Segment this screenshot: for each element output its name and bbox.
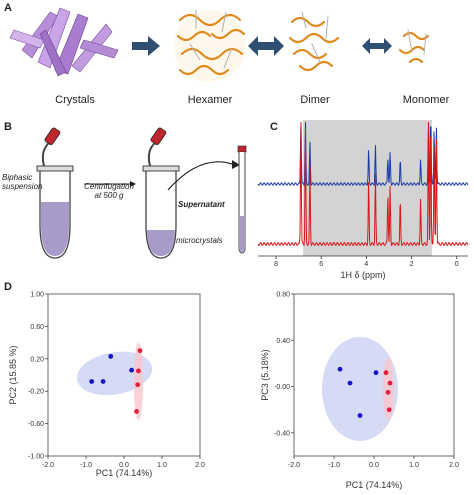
- tube-1: [36, 127, 74, 259]
- plot-area: -2.0 -1.0 0.0 1.0 2.0 0.80 0.40 -0.00 -0.40: [274, 292, 459, 470]
- y-axis-label: PC2 (15.85 %): [8, 345, 18, 404]
- y-tick-label: -0.20: [28, 389, 44, 396]
- panel-b-illustration: [36, 127, 247, 259]
- monomer-illustration: [398, 29, 430, 64]
- y-tick-label: 0.60: [30, 324, 44, 331]
- label-biphasic-suspension: Biphasic suspension: [2, 173, 43, 191]
- x-tick-label: 0.0: [119, 462, 129, 469]
- scatter-point: [108, 353, 114, 359]
- panel-letter-c: C: [270, 121, 278, 133]
- panel-letter-d: D: [4, 281, 12, 293]
- x-tick-label: 0.0: [369, 462, 379, 469]
- x-axis-label: PC1 (74.14%): [96, 468, 153, 478]
- label-centrifugation: Centrifugation at 500 g: [84, 182, 134, 200]
- scatter-point: [387, 380, 393, 386]
- double-arrow-icon: [248, 36, 284, 56]
- x-tick-label: 1.0: [409, 462, 419, 469]
- scatter-point: [129, 367, 134, 373]
- y-axis-label: PC3 (5.18%): [260, 349, 270, 401]
- red-confidence-ellipse: [133, 342, 143, 421]
- nmr-series-blue: [257, 121, 469, 187]
- dimer-illustration: [288, 11, 340, 72]
- scatter-point: [137, 348, 143, 354]
- y-tick-label: -0.00: [274, 384, 290, 391]
- x-axis-ticks: 8 6 4 2 0: [274, 256, 459, 268]
- scatter-point: [337, 366, 343, 372]
- scatter-point: [373, 370, 379, 376]
- label-monomer: Monomer: [402, 94, 450, 106]
- x-tick-label: -1.0: [328, 462, 340, 469]
- label-supernatant: Supernatant: [178, 200, 225, 209]
- x-axis-label: PC1 (74.14%): [346, 480, 403, 490]
- panel-a-illustration: [9, 7, 430, 82]
- panel-letter-b: B: [4, 121, 12, 133]
- crystals-illustration: [9, 7, 119, 77]
- y-tick-label: 0.20: [30, 356, 44, 363]
- blue-confidence-ellipse: [322, 336, 398, 441]
- x-tick-label: 2.0: [449, 462, 459, 469]
- nmr-tube: [237, 145, 247, 254]
- axis-ticks: -2.0 -1.0 0.0 1.0 2.0 1.00 0.60 0.20 -0.20 -0.60 -…: [28, 292, 205, 470]
- label-dimer: Dimer: [300, 94, 330, 106]
- x-tick-label: 0: [455, 261, 459, 268]
- scatter-points: [337, 366, 393, 418]
- x-tick-label: -2.0: [288, 462, 300, 469]
- scatter-points: [89, 348, 143, 414]
- label-hexamer: Hexamer: [187, 94, 233, 106]
- y-tick-label: 0.80: [276, 292, 290, 299]
- label-crystals: Crystals: [55, 94, 95, 106]
- x-tick-label: -2.0: [42, 462, 54, 469]
- y-tick-label: 1.00: [30, 292, 44, 299]
- y-tick-label: -0.60: [28, 421, 44, 428]
- nmr-series-red: [257, 121, 469, 247]
- arrow-icon: [232, 160, 240, 169]
- x-tick-label: -1.0: [80, 462, 92, 469]
- x-tick-label: 2: [410, 261, 414, 268]
- x-axis-label: 1H δ (ppm): [340, 270, 385, 280]
- label-microcrystals: microcrystals: [176, 236, 223, 245]
- scatter-point: [89, 379, 95, 384]
- tube-2: [142, 127, 180, 259]
- arrow-right-icon: [130, 181, 136, 187]
- scatter-point: [357, 413, 363, 418]
- y-tick-label: 0.40: [276, 338, 290, 345]
- hexamer-illustration: [174, 9, 246, 82]
- scatter-point: [385, 389, 391, 395]
- x-tick-label: 1.0: [157, 462, 167, 469]
- panel-letter-a: A: [4, 2, 12, 14]
- arrow-right-icon: [132, 36, 160, 56]
- scatter-point: [136, 368, 141, 374]
- pca-scatter-pc1-pc2: -2.0 -1.0 0.0 1.0 2.0 1.00 0.60 0.20 -0.20 -0.60 -…: [8, 292, 205, 479]
- y-tick-label: -1.00: [28, 454, 44, 461]
- nmr-spectrum-chart: 8 6 4 2 0 1H δ (ppm): [257, 120, 469, 280]
- scatter-point: [386, 407, 392, 413]
- y-tick-label: -0.40: [274, 430, 290, 437]
- scatter-point: [134, 409, 139, 414]
- axis-ticks: -2.0 -1.0 0.0 1.0 2.0 0.80 0.40 -0.00 -0.40: [274, 292, 459, 470]
- scatter-point: [347, 380, 353, 386]
- x-tick-label: 8: [274, 261, 278, 268]
- x-tick-label: 6: [319, 261, 323, 268]
- blue-confidence-ellipse: [76, 351, 153, 396]
- plot-area: -2.0 -1.0 0.0 1.0 2.0 1.00 0.60 0.20 -0.20 -0.60 -…: [28, 292, 205, 470]
- scatter-point: [383, 370, 389, 376]
- double-arrow-icon: [362, 38, 392, 54]
- scatter-point: [100, 379, 106, 384]
- x-tick-label: 2.0: [195, 462, 205, 469]
- scatter-point: [135, 382, 141, 388]
- pca-scatter-pc1-pc3: -2.0 -1.0 0.0 1.0 2.0 0.80 0.40 -0.00 -0.40 PC1 …: [260, 292, 459, 491]
- x-tick-label: 4: [364, 261, 368, 268]
